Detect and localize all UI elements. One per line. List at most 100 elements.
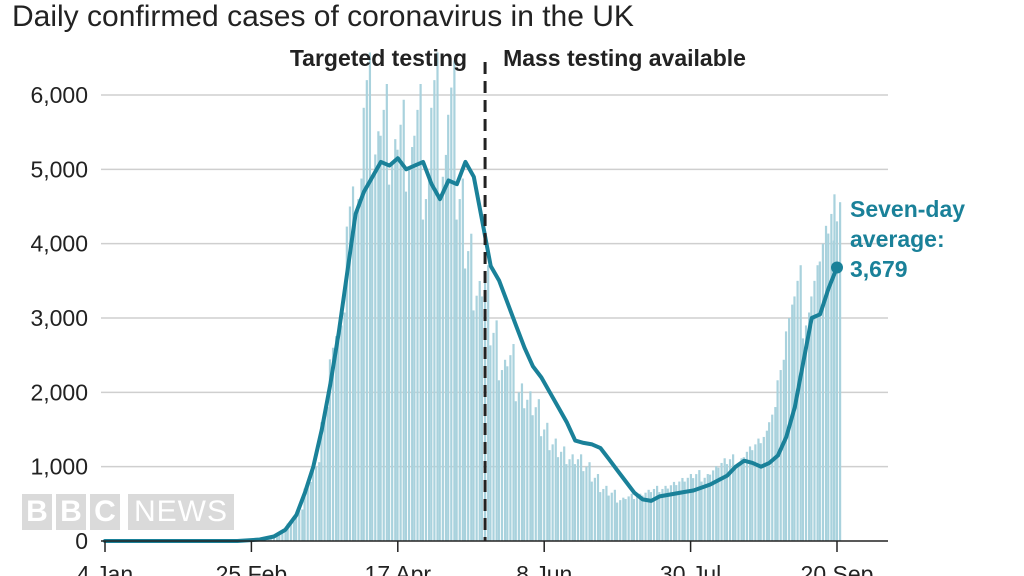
bar-2020-04-09-0 [371,177,374,541]
bar-2020-06-05-0 [531,415,534,541]
bar-2020-04-24-2 [419,83,422,542]
bar-2020-06-14-1 [559,451,563,541]
logo-letter-b2: B [56,494,86,530]
logo-word-news: NEWS [128,494,234,530]
bar-2020-08-31-2 [782,359,785,541]
bar-2020-06-14-0 [556,457,560,541]
bar-2020-05-21-1 [492,332,495,541]
bar-2020-09-20-0 [832,240,835,541]
bar-2020-04-06-0 [362,107,365,541]
bar-2020-06-23-0 [582,471,585,541]
logo-letter-b1: B [22,494,52,530]
bar-2020-05-18-2 [487,265,490,541]
bar-2020-07-14-1 [644,492,647,541]
bar-2020-09-18-0 [827,233,830,542]
bar-2020-07-20-0 [658,492,661,541]
x-axis: 4 Jan 25 Feb 17 Apr 8 Jun 30 Jul 20 Sep [77,540,888,576]
bar-2020-05-03-2 [444,154,448,542]
bar-2020-07-17-1 [652,488,656,541]
bbc-news-logo: B B C NEWS [22,494,234,530]
bar-2020-05-03-0 [438,198,441,541]
bar-2020-05-06-2 [453,60,456,542]
bar-2020-04-12-0 [379,135,382,541]
bar-2020-06-11-1 [551,444,554,541]
bar-2020-08-28-0 [768,422,771,541]
bar-2020-08-13-0 [725,464,729,541]
bar-2020-06-02-1 [526,399,529,541]
x-tick-label-5: 20 Sep [801,561,874,576]
bar-2020-08-04-2 [706,474,709,541]
bar-2020-06-26-1 [593,477,596,541]
bar-2020-06-05-2 [537,399,540,541]
bar-2020-07-11-2 [639,493,642,541]
bar-2020-07-20-1 [661,488,664,541]
bar-2020-04-12-1 [382,109,385,541]
bar-2020-07-23-1 [669,485,672,541]
bar-2020-03-19-1 [315,466,318,541]
y-tick-label-5000: 5,000 [30,156,88,182]
bar-2020-04-12-2 [385,83,388,542]
bar-2020-07-17-2 [656,485,659,541]
y-tick-label-4000: 4,000 [30,231,88,257]
bar-2020-06-14-2 [563,446,566,541]
bar-2020-05-09-1 [458,199,461,542]
bar-2020-03-10-1 [289,522,292,541]
bar-2020-08-16-1 [737,462,740,541]
bar-2020-08-25-1 [762,436,765,541]
y-tick-label-0: 0 [75,528,88,554]
average-annotation: Seven-day average: 3,679 [850,196,965,282]
bar-2020-03-10-2 [292,521,296,541]
bar-2020-04-15-2 [394,139,397,542]
bar-2020-08-19-1 [745,451,749,541]
bar-2020-03-16-0 [303,488,306,541]
bar-2020-06-08-0 [540,436,543,541]
bar-2020-07-29-1 [686,477,689,541]
bar-2020-07-02-2 [613,489,616,541]
bar-2020-03-01-2 [267,538,270,541]
x-tick-label-2: 17 Apr [365,561,432,576]
bar-2020-03-07-2 [284,530,287,541]
bar-2020-07-05-1 [619,500,622,541]
bar-2020-05-03-1 [441,176,444,541]
bar-2020-06-26-2 [596,474,600,541]
bar-2020-07-14-2 [647,489,650,541]
bar-2020-05-21-0 [489,345,492,541]
bar-2020-06-08-2 [546,422,549,541]
y-tick-label-3000: 3,000 [30,305,88,331]
bar-2020-09-15-0 [818,261,821,541]
bar-2020-05-06-1 [450,87,453,542]
bar-2020-08-10-0 [717,467,720,541]
bar-2020-08-07-0 [708,474,712,541]
bar-2020-04-15-0 [387,184,391,541]
bar-2020-08-01-1 [695,474,698,541]
bar-2020-06-23-1 [585,466,588,541]
bar-2020-07-08-1 [627,496,630,541]
mass-testing-label: Mass testing available [503,45,746,71]
bar-2020-08-07-2 [715,466,718,541]
bar-2020-04-03-0 [354,219,357,541]
bar-2020-04-21-1 [407,169,411,542]
bar-2020-08-01-0 [692,478,695,541]
bar-2020-08-01-2 [698,470,701,541]
bar-2020-08-16-0 [734,467,737,541]
bar-2020-04-30-2 [436,52,439,542]
bar-2020-06-17-1 [568,459,571,541]
bar-2020-08-04-0 [700,481,703,541]
bar-2020-06-02-2 [529,391,532,541]
bar-2020-07-05-2 [622,497,625,541]
bar-2020-08-22-0 [751,450,754,541]
bar-2020-07-26-0 [675,485,678,541]
bar-2020-08-13-1 [728,459,732,541]
bar-2020-04-03-2 [360,178,363,541]
bar-2020-09-12-1 [813,280,816,541]
bar-2020-07-11-1 [636,496,639,541]
bar-2020-06-29-0 [599,492,602,541]
bar-2020-03-04-2 [275,536,279,541]
bar-2020-03-31-0 [345,226,348,541]
bar-2020-09-09-2 [808,312,811,541]
bar-2020-09-12-2 [816,265,819,541]
bar-2020-03-19-0 [311,471,315,541]
bar-2020-03-10-0 [286,523,289,541]
bar-2020-04-27-1 [424,199,428,542]
